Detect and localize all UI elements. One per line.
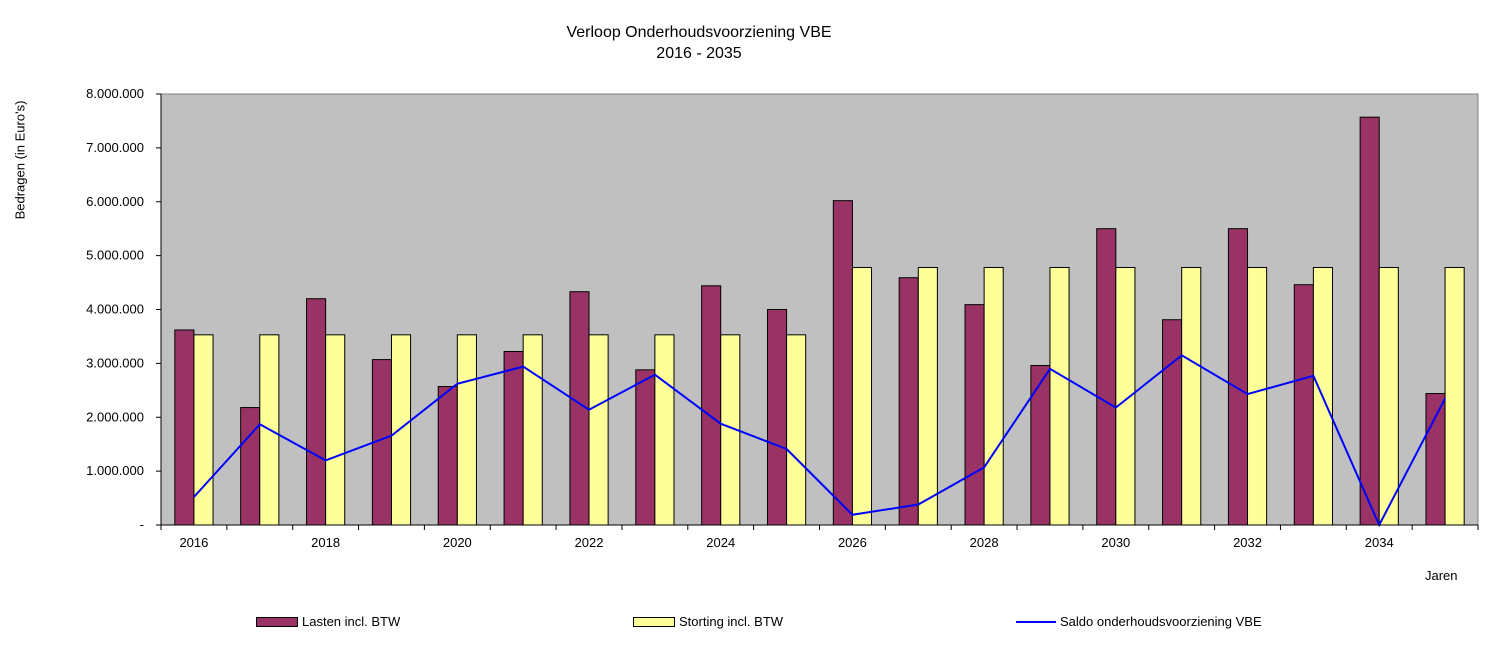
bar-lasten xyxy=(964,304,985,526)
chart-title-line: Verloop Onderhoudsvoorziening VBE xyxy=(566,24,832,41)
bar-lasten xyxy=(1030,365,1051,526)
bar-lasten xyxy=(832,200,853,526)
y-tick-label: 4.000.000 xyxy=(86,302,144,317)
x-tick-label: 2020 xyxy=(443,535,472,550)
y-tick-label: 6.000.000 xyxy=(86,194,144,209)
legend-swatch-storting xyxy=(633,616,675,627)
y-tick-label: 8.000.000 xyxy=(86,86,144,101)
bar-storting xyxy=(1181,266,1202,526)
bar-lasten xyxy=(503,351,524,526)
bar-lasten xyxy=(437,386,458,526)
legend-label-lasten: Lasten incl. BTW xyxy=(302,614,401,629)
y-tick-label: 1.000.000 xyxy=(86,463,144,478)
y-tick-label: 7.000.000 xyxy=(86,140,144,155)
x-tick-label: 2028 xyxy=(970,535,999,550)
legend-item-storting: Storting incl. BTW xyxy=(633,614,783,629)
x-tick-label: 2016 xyxy=(179,535,208,550)
y-tick-label: 2.000.000 xyxy=(86,409,144,424)
x-tick-label: 2032 xyxy=(1233,535,1262,550)
legend-swatch-lasten xyxy=(256,616,298,627)
bar-storting xyxy=(1115,266,1136,526)
saldo-line xyxy=(193,354,1446,528)
bar-storting xyxy=(390,334,412,526)
legend-item-lasten: Lasten incl. BTW xyxy=(256,614,400,629)
legend-label-storting: Storting incl. BTW xyxy=(679,614,784,629)
bar-storting xyxy=(917,266,938,526)
bar-lasten xyxy=(898,277,919,526)
bar-storting xyxy=(1378,266,1399,526)
bar-lasten xyxy=(635,369,656,526)
bar-lasten xyxy=(766,309,788,526)
bar-lasten xyxy=(1425,393,1446,526)
y-tick-label: - xyxy=(140,517,144,532)
bar-lasten xyxy=(306,298,327,526)
x-axis-label: Jaren xyxy=(1425,568,1458,583)
bar-storting xyxy=(654,334,675,526)
bar-lasten xyxy=(174,329,195,526)
bar-lasten xyxy=(1293,284,1314,526)
bar-storting xyxy=(786,334,807,526)
chart-title: Verloop Onderhoudsvoorziening VBE 2016 -… xyxy=(0,22,1398,64)
bar-storting xyxy=(193,334,214,526)
bar-storting xyxy=(456,334,477,526)
bar-storting xyxy=(1247,266,1268,526)
bar-storting xyxy=(1444,266,1465,526)
x-tick-label: 2022 xyxy=(575,535,604,550)
y-tick-label: 5.000.000 xyxy=(86,248,144,263)
bar-storting xyxy=(1049,266,1070,526)
legend-swatch-saldo xyxy=(1016,620,1056,623)
bar-storting xyxy=(851,266,873,526)
bar-storting xyxy=(983,266,1004,526)
bar-lasten xyxy=(1096,228,1117,526)
x-tick-label: 2030 xyxy=(1101,535,1130,550)
bar-storting xyxy=(588,334,609,526)
x-tick-label: 2026 xyxy=(838,535,867,550)
bar-storting xyxy=(522,334,543,526)
legend-item-saldo: Saldo onderhoudsvoorziening VBE xyxy=(1016,614,1262,629)
bar-lasten xyxy=(701,285,722,526)
chart-subtitle: 2016 - 2035 xyxy=(656,45,742,62)
legend-label-saldo: Saldo onderhoudsvoorziening VBE xyxy=(1060,614,1262,629)
x-tick-label: 2018 xyxy=(311,535,340,550)
x-tick-label: 2034 xyxy=(1365,535,1394,550)
bar-lasten xyxy=(1359,116,1380,526)
bar-lasten xyxy=(1227,228,1249,526)
bar-storting xyxy=(325,334,346,526)
plot-area xyxy=(160,93,1479,526)
bar-lasten xyxy=(240,407,261,526)
bar-lasten xyxy=(1162,319,1183,526)
x-tick-label: 2024 xyxy=(706,535,735,550)
y-tick-label: 3.000.000 xyxy=(86,355,144,370)
